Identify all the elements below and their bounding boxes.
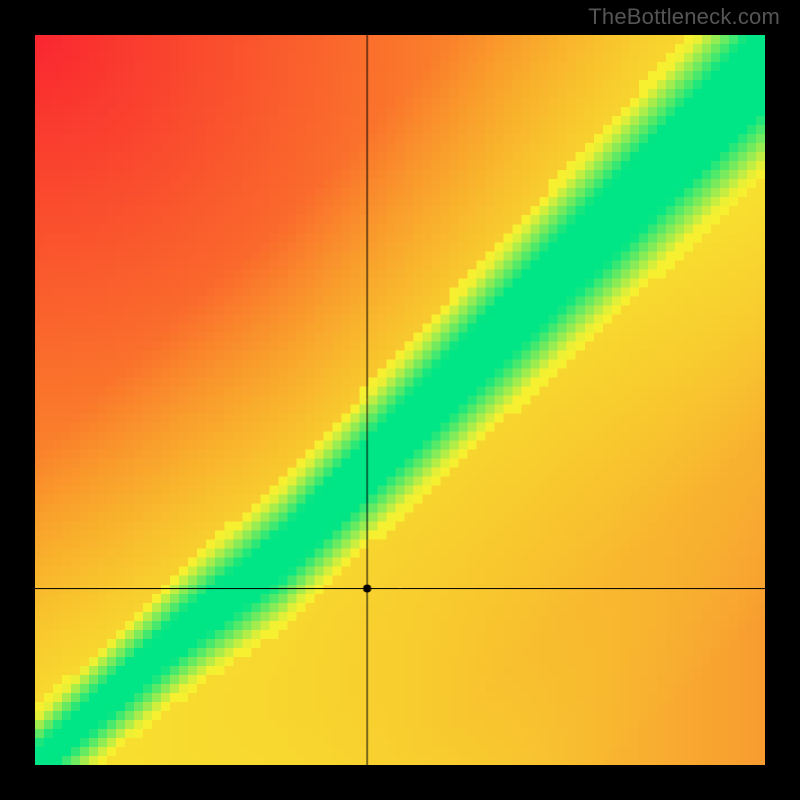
bottleneck-heatmap <box>35 35 765 765</box>
chart-container: TheBottleneck.com <box>0 0 800 800</box>
watermark-text: TheBottleneck.com <box>588 4 780 30</box>
